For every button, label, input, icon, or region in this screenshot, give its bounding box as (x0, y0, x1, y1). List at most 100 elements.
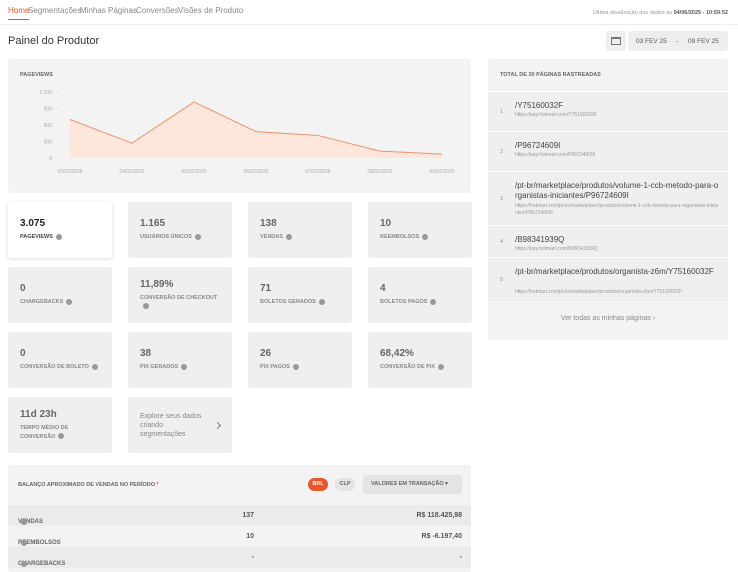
page-item[interactable]: 1/Y75160032F https://pay.hotmart.com/Y751… (488, 91, 728, 131)
nav-tab[interactable]: Visões de Produto (178, 6, 244, 15)
metric-label-wrap: TEMPO MÉDIO DE CONVERSÃO (20, 424, 98, 442)
metric-label: PIX GERADOS (140, 364, 179, 370)
metric-label: BOLETOS GERADOS (260, 299, 316, 305)
page-index: 3 (500, 196, 504, 202)
metric-value: 0 (20, 283, 26, 294)
metric-card[interactable]: 11,89% CONVERSÃO DE CHECKOUT (128, 267, 232, 323)
metric-card[interactable]: 10 REEMBOLSOS (368, 202, 472, 258)
page-path: /B98341939Q (515, 235, 565, 244)
x-tick-label: 03/02/2025 (57, 169, 82, 175)
metric-value: 0 (20, 348, 26, 359)
balance-row: VENDAS 137 R$ 118.425,98 (8, 505, 471, 526)
row-amount: R$ 118.425,98 (416, 512, 462, 519)
area (70, 101, 442, 158)
metric-value: 138 (260, 218, 277, 229)
metric-label: CONVERSÃO DE BOLETO (20, 364, 89, 370)
help-icon (422, 233, 429, 240)
metric-card[interactable]: 138 VENDAS (248, 202, 352, 258)
row-label: VENDAS (18, 519, 44, 525)
page-path: /P96724609I (515, 141, 561, 150)
nav-tab[interactable]: Conversões (136, 6, 179, 15)
page-index: 5 (500, 277, 504, 283)
metric-label-wrap: CHARGEBACKS (20, 298, 98, 307)
metric-card[interactable]: 68,42% CONVERSÃO DE PIX (368, 332, 472, 388)
divider (0, 24, 738, 25)
date-end: 09 FEV 25 (688, 38, 719, 45)
page-index: 4 (500, 239, 504, 245)
page-path: /pt-br/marketplace/produtos/volume-1-ccb… (515, 181, 719, 200)
promo-card[interactable]: Explore seus dados criando segmentações (128, 397, 232, 453)
metric-label: USUÁRIOS ÚNICOS (140, 234, 192, 240)
metric-card[interactable]: 0 CHARGEBACKS (8, 267, 112, 323)
row-amount: R$ -6.197,40 (421, 533, 462, 540)
value-dropdown[interactable]: VALORES EM TRANSAÇÃO ▾ (363, 475, 462, 494)
metric-value: 11,89% (140, 278, 174, 290)
y-tick-label: 600 (44, 123, 53, 129)
row-count: 10 (246, 533, 254, 540)
pages-title: TOTAL DE 30 PÁGINAS RASTREADAS (500, 72, 601, 78)
calendar-button[interactable] (606, 31, 626, 51)
metric-label: CONVERSÃO DE PIX (380, 364, 436, 370)
dropdown-label: VALORES EM TRANSAÇÃO (371, 481, 444, 487)
nav-tab[interactable]: Home (8, 6, 30, 20)
balance-title: BALANÇO APROXIMADO DE VENDAS NO PERÍODO … (18, 482, 159, 488)
x-tick-label: 09/02/2025 (429, 169, 454, 175)
page-url: https://pay.hotmart.com/P96724609I (515, 152, 596, 158)
asterisk: * (156, 482, 159, 488)
page-url: https://pay.hotmart.com/Y75160032F (515, 112, 597, 118)
metric-card[interactable]: 71 BOLETOS GERADOS (248, 267, 352, 323)
help-icon (55, 233, 62, 240)
y-tick-label: 900 (44, 107, 53, 113)
metric-value: 11d 23h (20, 408, 57, 420)
metric-label-wrap: PIX GERADOS (140, 363, 218, 372)
metric-label-wrap: BOLETOS GERADOS (260, 298, 338, 307)
metric-card[interactable]: 38 PIX GERADOS (128, 332, 232, 388)
page-path: /pt-br/marketplace/produtos/organista-z6… (515, 267, 714, 276)
date-range[interactable]: 03 FEV 25 - 09 FEV 25 (628, 31, 728, 51)
y-tick-label: 300 (44, 140, 53, 146)
page-item[interactable]: 5/pt-br/marketplace/produtos/organista-z… (488, 257, 728, 301)
nav-tab[interactable]: Minhas Páginas (80, 6, 137, 15)
metric-card[interactable]: 11d 23h TEMPO MÉDIO DE CONVERSÃO (8, 397, 112, 453)
page-index: 2 (500, 149, 504, 155)
page-item[interactable]: 4/B98341939Q https://pay.hotmart.com/B983… (488, 225, 728, 257)
row-amount: - (459, 554, 462, 561)
chart-card: PAGEVIEWS 0 300 600 900 1.200 03/02/2025 04/02… (8, 59, 471, 193)
y-tick-label: 1.200 (39, 90, 52, 96)
balance-row: REEMBOLSOS 10 R$ -6.197,40 (8, 526, 471, 547)
metric-card[interactable]: 0 CONVERSÃO DE BOLETO (8, 332, 112, 388)
metric-label-wrap: USUÁRIOS ÚNICOS (140, 233, 218, 242)
metric-label-wrap: CONVERSÃO DE PIX (380, 363, 458, 372)
page-path: /Y75160032F (515, 101, 564, 110)
metric-card[interactable]: 4 BOLETOS PAGOS (368, 267, 472, 323)
metric-value: 68,42% (380, 348, 414, 359)
currency-brl[interactable]: BRL (308, 478, 328, 491)
metric-card[interactable]: 1.165 USUÁRIOS ÚNICOS (128, 202, 232, 258)
balance-title-text: BALANÇO APROXIMADO DE VENDAS NO PERÍODO (18, 482, 156, 488)
x-tick-label: 07/02/2025 (305, 169, 330, 175)
row-count: 137 (242, 512, 254, 519)
currency-clp[interactable]: CLP (335, 478, 355, 491)
page-index: 1 (500, 109, 504, 115)
help-icon (66, 298, 73, 305)
pages-link[interactable]: Ver todas as minhas páginas › (560, 315, 656, 322)
page-item[interactable]: 2/P96724609I https://pay.hotmart.com/P967… (488, 131, 728, 171)
page-item[interactable]: 3/pt-br/marketplace/produtos/volume-1-cc… (488, 171, 728, 225)
help-icon (438, 363, 445, 370)
date-start: 03 FEV 25 (636, 38, 667, 45)
metric-label: BOLETOS PAGOS (380, 299, 428, 305)
metric-card[interactable]: 3.075 PAGEVIEWS (8, 202, 112, 258)
date-sep: - (676, 38, 679, 45)
update-info: Última atualização dos dados às 04/06/20… (593, 10, 728, 16)
metric-label-wrap: CONVERSÃO DE BOLETO (20, 363, 98, 372)
metric-value: 10 (380, 218, 392, 229)
update-prefix: Última atualização dos dados às (592, 10, 673, 16)
metric-label-wrap: PIX PAGOS (260, 363, 338, 372)
help-icon (318, 298, 325, 305)
metric-card[interactable]: 26 PIX PAGOS (248, 332, 352, 388)
metric-label: VENDAS (260, 234, 283, 240)
nav-tab[interactable]: Segmentações (28, 6, 82, 15)
help-icon (21, 519, 27, 525)
balance-row: CHARGEBACKS - - (8, 547, 471, 568)
